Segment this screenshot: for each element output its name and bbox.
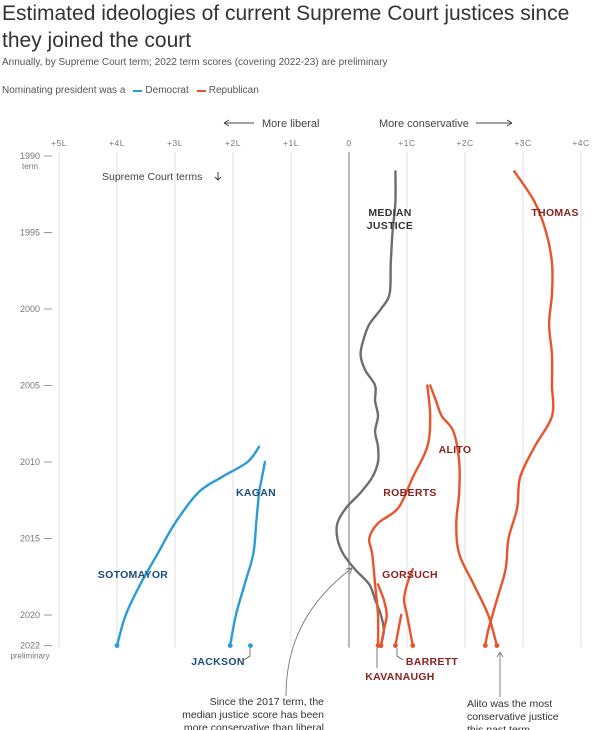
y-axis-label: Supreme Court terms bbox=[102, 171, 202, 183]
end-point-thomas bbox=[482, 643, 488, 648]
y-tick-label: 2022 bbox=[20, 641, 40, 651]
median-note-line: more conservative than liberal bbox=[184, 722, 324, 730]
x-tick-label: +3C bbox=[514, 138, 531, 148]
x-tick-label: +1L bbox=[283, 138, 299, 148]
series-line-kavanaugh bbox=[376, 583, 388, 647]
series-label-sotomayor: SOTOMAYOR bbox=[98, 569, 168, 581]
legend-swatch-republican bbox=[196, 89, 206, 92]
x-tick-label: +2C bbox=[456, 138, 473, 148]
series-label-line: JACKSON bbox=[191, 656, 244, 668]
series-label-gorsuch: GORSUCH bbox=[382, 569, 438, 581]
direction-label-liberal: More liberal bbox=[262, 118, 319, 130]
series-line-alito bbox=[429, 384, 499, 647]
page-title: Estimated ideologies of current Supreme … bbox=[2, 2, 570, 52]
end-point-jackson bbox=[248, 643, 253, 648]
series-label-line: ROBERTS bbox=[383, 487, 436, 499]
alito-note-line: Alito was the most bbox=[467, 698, 552, 710]
end-point-kagan bbox=[227, 643, 233, 648]
series-label-line: THOMAS bbox=[531, 207, 578, 219]
legend-label-democrat: Democrat bbox=[145, 85, 189, 96]
y-tick-label: 2010 bbox=[20, 457, 40, 467]
y-tick-label: 2000 bbox=[20, 304, 40, 314]
series-label-line: KAGAN bbox=[236, 487, 276, 499]
series-label-line: JUSTICE bbox=[367, 220, 413, 232]
legend-swatch-democrat bbox=[133, 89, 143, 92]
x-tick-label: +1C bbox=[398, 138, 415, 148]
y-tick-label: 2015 bbox=[20, 534, 40, 544]
series-line-gorsuch bbox=[402, 567, 414, 647]
series-line-sotomayor bbox=[115, 445, 261, 647]
end-point-alito bbox=[494, 643, 500, 648]
series-label-line: MEDIAN bbox=[368, 207, 411, 219]
series-label-line: SOTOMAYOR bbox=[98, 569, 168, 581]
direction-label-conservative: More conservative bbox=[379, 118, 469, 130]
median-note-arrowhead-icon bbox=[345, 567, 353, 575]
series-label-jackson: JACKSON bbox=[191, 656, 244, 668]
alito-note: Alito was the most conservative justice th… bbox=[467, 698, 559, 730]
end-point-kavanaugh bbox=[378, 643, 384, 648]
series-line-median-justice bbox=[335, 170, 397, 647]
end-point-sotomayor bbox=[114, 643, 120, 648]
y-tick-sublabel: preliminary bbox=[10, 652, 49, 661]
series-label-line: KAVANAUGH bbox=[365, 671, 434, 683]
series-label-alito: ALITO bbox=[439, 444, 472, 456]
arrow-left-icon bbox=[223, 119, 230, 127]
y-tick-sublabel: term bbox=[22, 162, 38, 171]
series-line-kagan bbox=[228, 460, 267, 647]
arrow-right-icon bbox=[506, 119, 513, 127]
median-note: Since the 2017 term, the median justice s… bbox=[182, 696, 324, 730]
series-label-roberts: ROBERTS bbox=[383, 487, 436, 499]
series-label-median-justice: MEDIAN JUSTICE bbox=[367, 207, 413, 232]
end-point-gorsuch bbox=[410, 643, 416, 648]
median-note-line: median justice score has been bbox=[182, 709, 324, 721]
series-label-kagan: KAGAN bbox=[236, 487, 276, 499]
page-subtitle: Annually, by Supreme Court term; 2022 te… bbox=[2, 57, 388, 68]
series-label-line: ALITO bbox=[439, 444, 472, 456]
leader-jackson bbox=[243, 648, 251, 661]
series-label-line: GORSUCH bbox=[382, 569, 438, 581]
legend-label-republican: Republican bbox=[208, 85, 259, 96]
legend-intro: Nominating president was a bbox=[2, 85, 126, 96]
end-point-barrett bbox=[393, 643, 398, 648]
x-tick-label: +3L bbox=[167, 138, 183, 148]
y-tick-label: 1995 bbox=[20, 228, 40, 238]
series-label-barrett: BARRETT bbox=[406, 656, 459, 668]
alito-note-line: conservative justice bbox=[467, 711, 559, 723]
x-tick-label: +4C bbox=[572, 138, 589, 148]
median-note-line: Since the 2017 term, the bbox=[210, 696, 325, 708]
x-tick-label: +5L bbox=[51, 138, 67, 148]
y-tick-label: 1990 bbox=[20, 151, 40, 161]
series-label-kavanaugh: KAVANAUGH bbox=[365, 671, 434, 683]
alito-note-arrowhead-icon bbox=[496, 651, 504, 658]
series-label-thomas: THOMAS bbox=[531, 207, 578, 219]
x-tick-label: +2L bbox=[225, 138, 241, 148]
arrow-down-icon bbox=[214, 172, 222, 181]
legend: Nominating president was a Democrat Repu… bbox=[2, 85, 259, 96]
median-note-arrow bbox=[285, 567, 353, 697]
series-label-line: BARRETT bbox=[406, 656, 459, 668]
series-line-roberts bbox=[367, 384, 432, 647]
alito-note-line: this past term bbox=[467, 724, 530, 730]
x-tick-label: 0 bbox=[346, 138, 351, 148]
leader-barrett bbox=[396, 648, 404, 661]
x-tick-label: +4L bbox=[109, 138, 125, 148]
series-line-thomas bbox=[484, 170, 555, 647]
series-line-barrett bbox=[394, 613, 403, 647]
y-tick-label: 2005 bbox=[20, 381, 40, 391]
y-tick-label: 2020 bbox=[20, 610, 40, 620]
